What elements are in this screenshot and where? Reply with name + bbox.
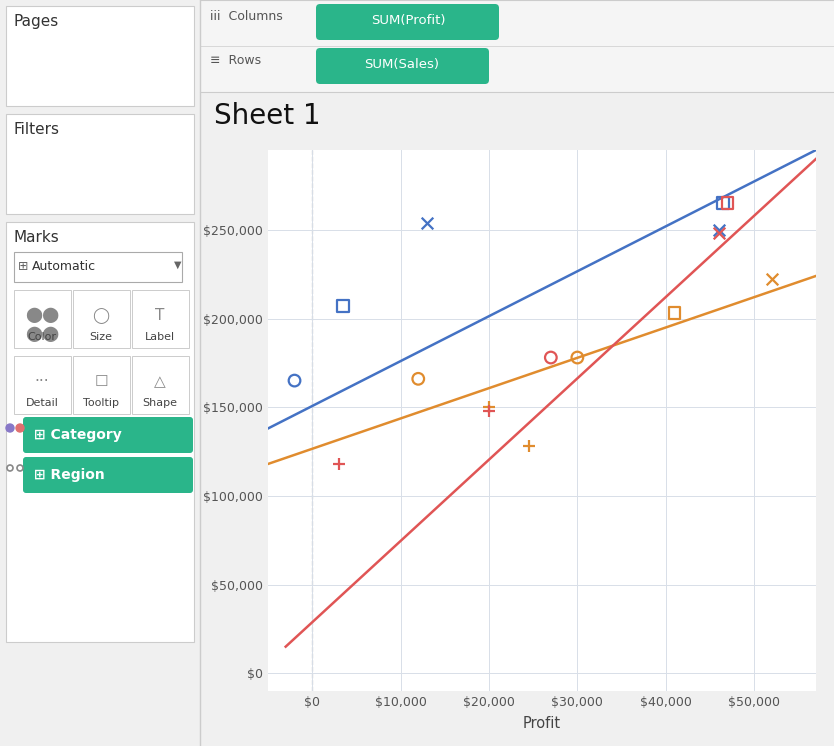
- Text: Filters: Filters: [14, 122, 60, 137]
- FancyBboxPatch shape: [23, 457, 193, 493]
- Point: [412, 373, 425, 385]
- Point: [482, 405, 495, 417]
- Text: ⊞ Region: ⊞ Region: [34, 468, 105, 482]
- Text: Pages: Pages: [14, 14, 59, 29]
- Text: Automatic: Automatic: [32, 260, 96, 273]
- Circle shape: [6, 424, 14, 432]
- Point: [668, 307, 681, 319]
- Bar: [132, 290, 189, 348]
- Text: Marks: Marks: [14, 230, 60, 245]
- Bar: [0, 0, 200, 746]
- FancyBboxPatch shape: [316, 48, 489, 84]
- Text: △: △: [154, 374, 166, 389]
- Text: T: T: [155, 308, 164, 323]
- Point: [765, 274, 778, 286]
- Text: ☐: ☐: [94, 374, 108, 389]
- Text: ◯: ◯: [93, 308, 109, 324]
- Point: [721, 197, 734, 209]
- Bar: [6, 6, 194, 106]
- Point: [332, 458, 345, 470]
- Point: [288, 374, 301, 386]
- Text: ⊞: ⊞: [18, 260, 28, 273]
- Bar: [73, 290, 130, 348]
- Text: Tooltip: Tooltip: [83, 398, 119, 408]
- Text: SUM(Sales): SUM(Sales): [364, 58, 440, 71]
- Text: Color: Color: [28, 332, 57, 342]
- Text: iii  Columns: iii Columns: [210, 10, 283, 23]
- Text: ···: ···: [35, 374, 49, 389]
- Text: Size: Size: [89, 332, 113, 342]
- Text: ⬤⬤
⬤⬤: ⬤⬤ ⬤⬤: [25, 308, 59, 342]
- X-axis label: Profit: Profit: [523, 716, 561, 731]
- Text: Sheet 1: Sheet 1: [214, 102, 320, 130]
- Text: Shape: Shape: [143, 398, 178, 408]
- Text: ⊞ Category: ⊞ Category: [34, 428, 122, 442]
- Y-axis label: Sales: Sales: [181, 401, 196, 440]
- Text: ≡  Rows: ≡ Rows: [210, 54, 261, 67]
- Circle shape: [16, 424, 24, 432]
- Text: Detail: Detail: [26, 398, 58, 408]
- Point: [712, 224, 726, 236]
- Text: ▼: ▼: [174, 260, 182, 270]
- Point: [716, 197, 730, 209]
- FancyBboxPatch shape: [316, 4, 499, 40]
- Bar: [6, 222, 194, 642]
- Bar: [14, 356, 71, 414]
- Text: Label: Label: [145, 332, 175, 342]
- Bar: [14, 290, 71, 348]
- FancyBboxPatch shape: [23, 417, 193, 453]
- Point: [712, 228, 726, 239]
- Bar: [73, 356, 130, 414]
- Point: [522, 440, 535, 452]
- Point: [544, 351, 557, 363]
- Bar: [6, 114, 194, 214]
- Point: [420, 217, 434, 229]
- Point: [336, 300, 349, 312]
- Text: SUM(Profit): SUM(Profit): [371, 14, 445, 27]
- Point: [482, 401, 495, 413]
- Bar: [132, 356, 189, 414]
- Bar: [14, 252, 182, 282]
- Point: [570, 351, 584, 363]
- Bar: [200, 0, 834, 92]
